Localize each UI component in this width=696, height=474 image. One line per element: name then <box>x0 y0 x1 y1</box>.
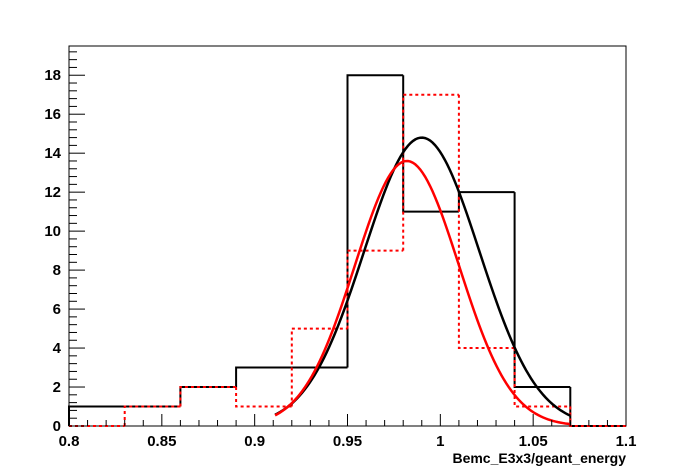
y-tick-label: 4 <box>53 340 62 357</box>
x-tick-label: 0.95 <box>333 433 362 450</box>
y-tick-label: 12 <box>44 184 61 201</box>
chart-marks <box>68 74 626 427</box>
histogram-bin <box>569 406 626 427</box>
histogram-series-0 <box>68 74 626 427</box>
y-tick-label: 10 <box>44 223 61 240</box>
histogram-bin <box>68 405 125 426</box>
y-tick-label: 2 <box>53 379 61 396</box>
histogram-bin <box>513 192 571 389</box>
fit-curve-2 <box>274 136 571 417</box>
y-tick-label: 14 <box>44 145 61 162</box>
x-tick-label: 0.85 <box>147 433 176 450</box>
x-axis-title: Bemc_E3x3/geant_energy <box>452 450 626 466</box>
x-tick-label: 1.1 <box>616 433 637 450</box>
histogram-bin <box>569 387 626 427</box>
y-tick-label: 8 <box>53 262 61 279</box>
x-tick-label: 1.05 <box>519 433 548 450</box>
histogram-bin <box>346 74 404 368</box>
histogram-bin <box>457 191 515 212</box>
histogram-bin <box>402 93 459 251</box>
histogram-bin <box>179 386 237 407</box>
y-tick-label: 18 <box>44 67 61 84</box>
y-axis: 0 2 4 6 8 10 12 14 16 18 <box>44 51 85 435</box>
x-axis: 0.8 0.85 0.9 0.95 1 1.05 1.1 <box>59 414 637 450</box>
x-tick-label: 0.9 <box>244 433 265 450</box>
fit-curve-3 <box>274 159 571 426</box>
histogram-bin <box>123 405 181 426</box>
y-tick-label: 16 <box>44 106 61 123</box>
histogram-bin <box>290 327 348 407</box>
histogram-bin <box>235 366 292 388</box>
histogram-bin <box>513 348 571 408</box>
histogram-bin <box>179 386 237 407</box>
y-tick-label: 0 <box>53 418 61 435</box>
histogram-bin <box>457 94 515 350</box>
x-tick-label: 1 <box>436 433 444 450</box>
x-tick-label: 0.8 <box>59 433 80 450</box>
y-tick-label: 6 <box>53 301 61 318</box>
histogram-bin <box>235 387 292 408</box>
